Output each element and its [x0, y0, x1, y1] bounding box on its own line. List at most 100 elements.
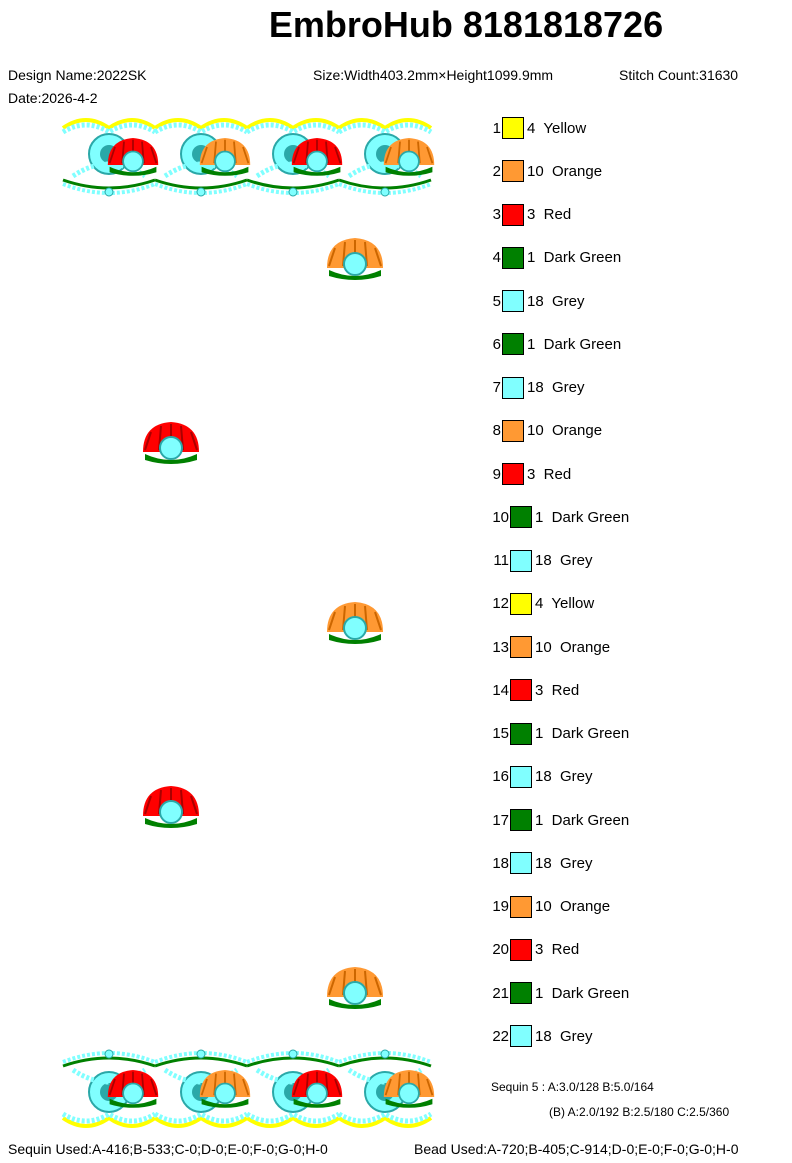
page-title: EmbroHub 8181818726: [268, 4, 664, 45]
legend-label: 3 Red: [535, 681, 580, 699]
color-swatch: [502, 290, 524, 312]
sequin-used: Sequin Used:A-416;B-533;C-0;D-0;E-0;F-0;…: [8, 1141, 328, 1157]
legend-number: 21: [492, 984, 509, 1002]
legend-label: 18 Grey: [527, 292, 585, 310]
legend-number: 13: [492, 638, 509, 656]
legend-label: 18 Grey: [535, 854, 593, 872]
color-swatch: [502, 376, 524, 399]
legend-row: 13 10 Orange: [491, 635, 610, 659]
legend-number: 12: [492, 595, 509, 613]
legend-label: 18 Grey: [535, 1027, 593, 1045]
legend-number: 18: [492, 854, 509, 872]
legend-label: 18 Grey: [535, 768, 593, 786]
legend-number: 16: [492, 768, 509, 786]
color-swatch: [510, 852, 532, 875]
legend-number: 3: [492, 206, 501, 223]
legend-row: 5 18 Grey: [491, 289, 585, 313]
color-swatch: [502, 160, 524, 183]
color-swatch: [510, 809, 532, 831]
legend-number: 6: [492, 335, 501, 353]
motif-orange-1: [326, 237, 384, 281]
legend-row: 3 3 Red: [491, 203, 571, 227]
legend-number: 10: [492, 508, 509, 526]
legend-label: 4 Yellow: [527, 119, 587, 137]
legend-number: 20: [492, 941, 509, 959]
color-swatch: [510, 1025, 532, 1048]
color-swatch: [502, 117, 524, 139]
color-swatch: [502, 203, 524, 226]
legend-label: 1 Dark Green: [527, 335, 622, 353]
legend-number: 8: [492, 422, 501, 440]
design-size: Size:Width403.2mm×Height1099.9mm: [313, 67, 554, 83]
sequin-line-2: (B) A:2.0/192 B:2.5/180 C:2.5/360: [549, 1105, 730, 1119]
color-swatch: [510, 506, 532, 529]
legend-label: 1 Dark Green: [535, 725, 630, 742]
color-swatch: [510, 895, 532, 918]
top-border-band: [63, 120, 436, 196]
design-date: Date:2026-4-2: [8, 90, 98, 106]
motif-red-2: [142, 785, 200, 829]
legend-label: 18 Grey: [535, 552, 593, 569]
color-swatch: [510, 765, 532, 788]
legend-row: 19 10 Orange: [491, 895, 610, 919]
motif-red-1: [142, 421, 200, 465]
legend-number: 14: [492, 681, 509, 699]
legend-row: 12 4 Yellow: [491, 592, 594, 616]
legend-row: 22 18 Grey: [491, 1024, 593, 1048]
legend-row: 1 4 Yellow: [491, 116, 586, 140]
legend-number: 2: [492, 162, 501, 180]
legend-number: 11: [493, 552, 509, 569]
legend-row: 6 1 Dark Green: [491, 332, 621, 356]
color-swatch: [510, 938, 532, 961]
legend-label: 1 Dark Green: [535, 984, 630, 1002]
legend-row: 2 10 Orange: [491, 159, 602, 183]
legend-row: 20 3 Red: [491, 938, 579, 962]
color-swatch: [510, 679, 532, 702]
legend-row: 9 3 Red: [491, 462, 571, 486]
sequin-line-1: Sequin 5 : A:3.0/128 B:5.0/164: [491, 1080, 654, 1094]
legend-label: 10 Orange: [535, 638, 611, 656]
legend-row: 17 1 Dark Green: [491, 808, 629, 832]
motif-orange-3: [326, 966, 384, 1010]
design-name: Design Name:2022SK: [8, 67, 147, 83]
legend-number: 9: [492, 465, 501, 483]
legend-row: 16 18 Grey: [491, 765, 593, 789]
legend-label: 18 Grey: [527, 379, 585, 396]
color-swatch: [502, 246, 524, 269]
motif-orange-2: [326, 601, 384, 645]
color-swatch: [502, 463, 524, 485]
legend-label: 3 Red: [527, 465, 572, 483]
color-swatch: [502, 419, 524, 442]
legend-number: 15: [492, 725, 509, 742]
legend-row: 15 1 Dark Green: [491, 722, 629, 746]
legend-number: 4: [492, 249, 501, 267]
bead-used: Bead Used:A-720;B-405;C-914;D-0;E-0;F-0;…: [414, 1141, 739, 1157]
legend-label: 10 Orange: [535, 898, 611, 915]
legend-number: 5: [492, 292, 501, 310]
legend-label: 1 Dark Green: [527, 249, 622, 267]
color-swatch: [510, 722, 532, 745]
color-swatch: [510, 549, 532, 572]
legend-label: 3 Red: [527, 206, 572, 223]
color-swatch: [510, 592, 532, 615]
color-swatch: [510, 982, 532, 1004]
legend-row: 21 1 Dark Green: [491, 981, 629, 1005]
legend-row: 4 1 Dark Green: [491, 246, 621, 270]
stitch-count: Stitch Count:31630: [619, 67, 739, 83]
legend-label: 10 Orange: [527, 422, 603, 440]
legend-label: 10 Orange: [527, 162, 603, 180]
legend-number: 22: [492, 1027, 509, 1045]
legend-row: 7 18 Grey: [491, 376, 585, 400]
legend-row: 11 18 Grey: [491, 549, 593, 573]
legend-label: 3 Red: [535, 941, 580, 959]
legend-label: 4 Yellow: [535, 595, 595, 613]
legend-number: 19: [492, 898, 509, 915]
color-swatch: [502, 333, 524, 356]
legend-number: 7: [492, 379, 501, 396]
legend-row: 10 1 Dark Green: [491, 505, 629, 529]
color-swatch: [510, 636, 532, 658]
legend-number: 17: [492, 811, 509, 829]
legend-row: 18 18 Grey: [491, 851, 593, 875]
legend-number: 1: [492, 119, 501, 137]
